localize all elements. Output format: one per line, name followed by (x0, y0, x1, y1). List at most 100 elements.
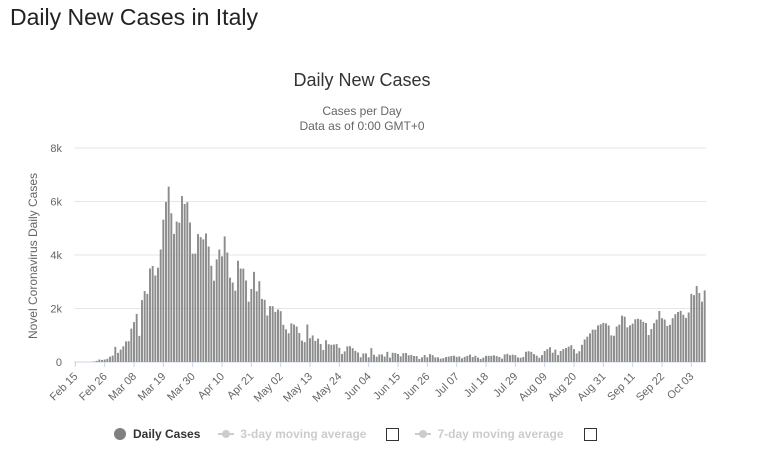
bar[interactable] (551, 352, 554, 362)
bar[interactable] (231, 282, 234, 363)
bar[interactable] (557, 355, 559, 362)
bar[interactable] (205, 233, 207, 362)
bar[interactable] (141, 300, 143, 362)
bar[interactable] (287, 333, 290, 362)
bar[interactable] (397, 353, 399, 362)
bar[interactable] (143, 291, 146, 362)
bar[interactable] (565, 348, 567, 362)
bar[interactable] (394, 352, 397, 362)
bar[interactable] (527, 351, 530, 362)
bar[interactable] (666, 325, 669, 362)
bar[interactable] (522, 356, 525, 362)
bar[interactable] (178, 222, 181, 362)
bar[interactable] (239, 268, 242, 362)
bar[interactable] (335, 344, 338, 362)
bar[interactable] (207, 246, 210, 362)
bar[interactable] (405, 353, 407, 362)
bar[interactable] (543, 350, 546, 362)
bar[interactable] (298, 333, 301, 362)
bar[interactable] (375, 356, 378, 362)
bar[interactable] (575, 353, 578, 362)
bar[interactable] (682, 314, 685, 362)
bar[interactable] (378, 354, 381, 362)
bar[interactable] (570, 345, 573, 362)
bar[interactable] (514, 355, 517, 362)
bar[interactable] (490, 355, 493, 362)
bar[interactable] (146, 293, 149, 362)
bar[interactable] (317, 338, 319, 362)
bar[interactable] (186, 202, 189, 362)
bar[interactable] (637, 318, 639, 362)
bar[interactable] (266, 315, 269, 362)
bar[interactable] (322, 349, 325, 362)
bar[interactable] (295, 326, 298, 363)
bar[interactable] (151, 265, 154, 362)
bar[interactable] (517, 357, 519, 362)
bar[interactable] (698, 293, 701, 362)
bar[interactable] (383, 356, 386, 362)
bar[interactable] (269, 306, 271, 362)
bar[interactable] (162, 219, 165, 362)
bar[interactable] (541, 355, 543, 362)
bar[interactable] (674, 314, 677, 362)
legend-item-3-day-average[interactable]: 3-day moving average (218, 427, 413, 441)
bar[interactable] (554, 349, 557, 362)
bar[interactable] (325, 340, 327, 362)
bar[interactable] (343, 351, 346, 362)
bar[interactable] (485, 355, 487, 362)
bar[interactable] (218, 249, 221, 362)
bar[interactable] (658, 310, 661, 362)
bar[interactable] (111, 355, 114, 362)
bar[interactable] (133, 322, 135, 362)
bar[interactable] (183, 203, 186, 362)
bar[interactable] (535, 355, 538, 362)
bar[interactable] (194, 253, 197, 362)
bar[interactable] (135, 313, 138, 362)
bar[interactable] (389, 357, 391, 362)
bar[interactable] (437, 357, 439, 362)
bar[interactable] (255, 291, 258, 362)
bar[interactable] (223, 236, 226, 362)
bar[interactable] (175, 221, 178, 362)
bar[interactable] (357, 352, 359, 363)
bar[interactable] (149, 268, 151, 362)
bar[interactable] (546, 349, 549, 362)
bar[interactable] (362, 353, 365, 362)
bar[interactable] (301, 340, 303, 362)
bar[interactable] (359, 357, 362, 362)
bar[interactable] (567, 346, 570, 362)
bar[interactable] (439, 358, 442, 362)
bar[interactable] (399, 356, 402, 362)
bar[interactable] (538, 357, 541, 362)
bar[interactable] (597, 325, 599, 362)
bar[interactable] (263, 299, 266, 362)
bar[interactable] (189, 222, 191, 362)
bar[interactable] (330, 344, 333, 362)
bar[interactable] (373, 354, 375, 362)
bar[interactable] (306, 324, 309, 363)
bar[interactable] (479, 358, 482, 362)
bar[interactable] (421, 357, 423, 362)
bar[interactable] (474, 355, 477, 362)
bar[interactable] (418, 358, 421, 362)
bar[interactable] (669, 324, 671, 362)
bar[interactable] (586, 336, 589, 362)
bar[interactable] (215, 259, 218, 362)
bar[interactable] (455, 356, 458, 362)
bar[interactable] (117, 352, 119, 362)
bar[interactable] (501, 358, 503, 362)
bar[interactable] (618, 324, 621, 362)
bar[interactable] (610, 335, 613, 362)
bar[interactable] (605, 323, 607, 362)
bar[interactable] (386, 351, 389, 362)
bar[interactable] (495, 356, 498, 362)
bar[interactable] (533, 354, 535, 362)
bar[interactable] (519, 357, 522, 362)
bar[interactable] (639, 319, 642, 362)
bar[interactable] (381, 354, 383, 362)
bar[interactable] (159, 249, 162, 362)
bar[interactable] (442, 358, 445, 362)
bar[interactable] (285, 329, 287, 362)
bar[interactable] (277, 309, 279, 362)
bar[interactable] (645, 323, 647, 362)
